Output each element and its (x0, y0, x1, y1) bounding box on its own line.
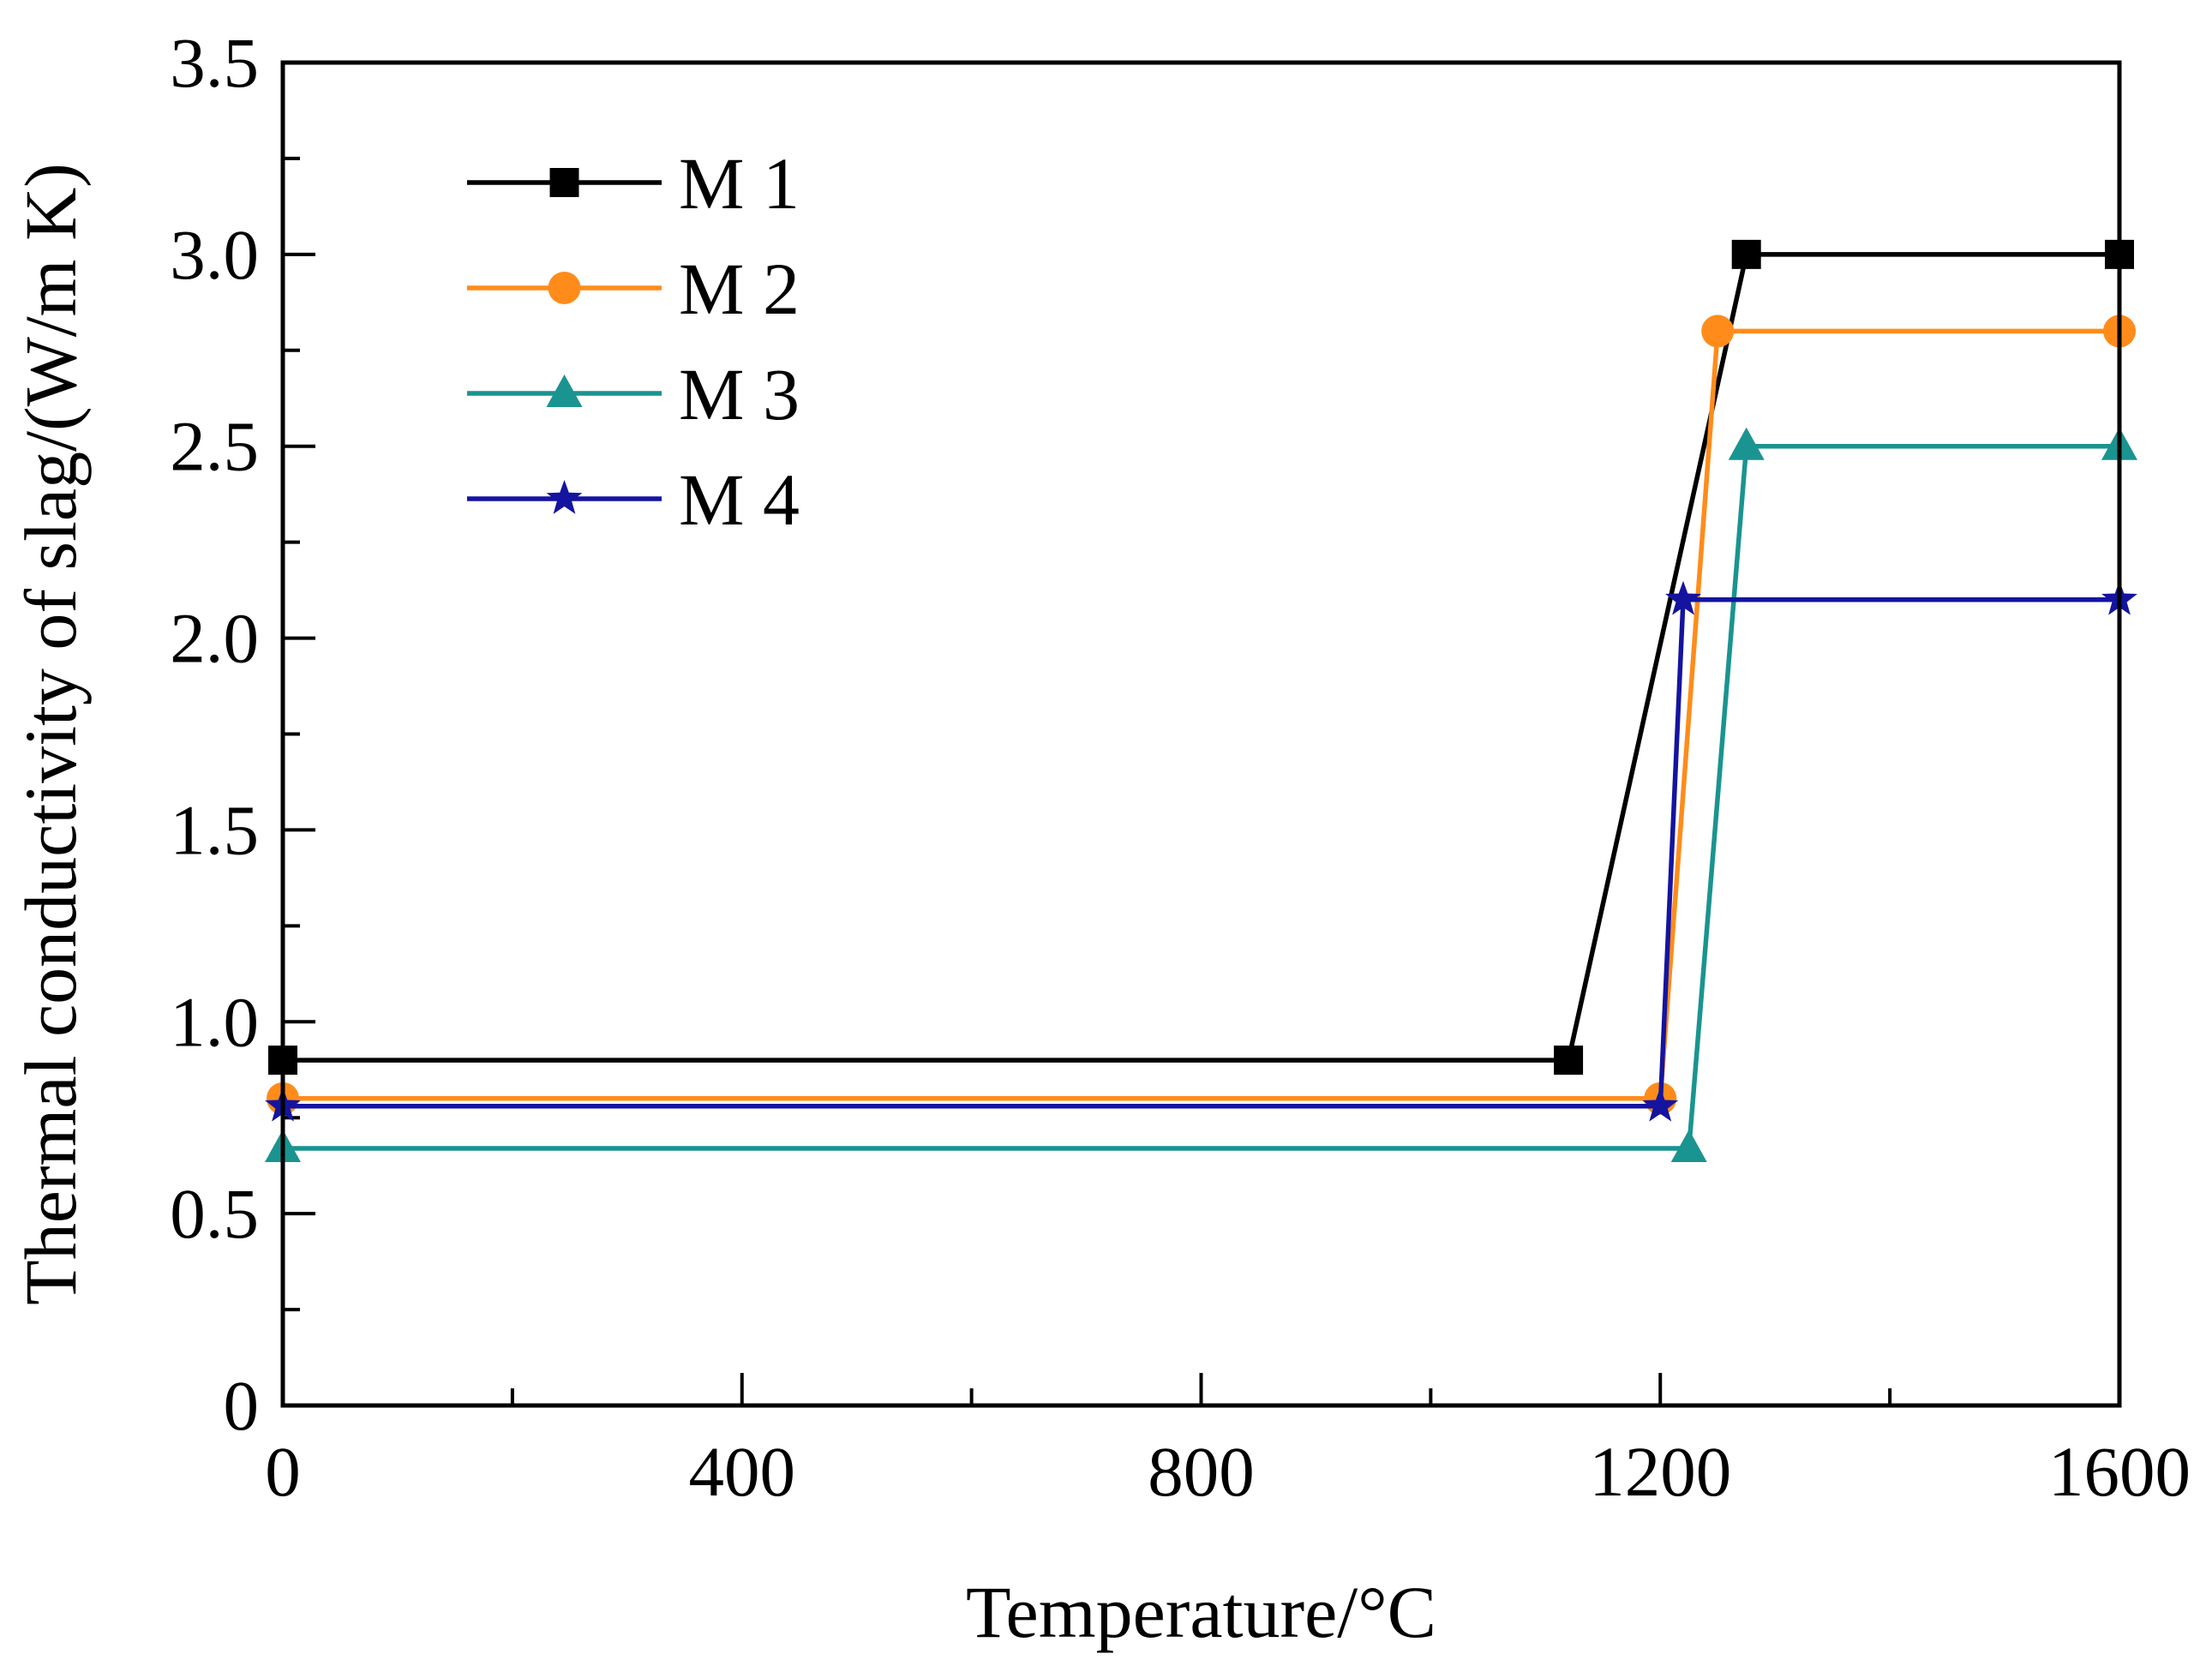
legend-label: M 2 (679, 248, 800, 330)
series-line (283, 252, 2119, 1063)
legend-label: M 1 (679, 142, 800, 225)
data-point (1731, 239, 1761, 269)
data-point (1665, 580, 1701, 615)
y-tick-label: 0.5 (170, 1174, 259, 1253)
series-line (283, 328, 2119, 1101)
y-axis-title: Thermal conductivity of slag/(W/m K) (9, 163, 92, 1305)
legend-marker (549, 168, 579, 197)
legend-item: M 3 (467, 353, 800, 435)
data-point (1728, 427, 1765, 460)
x-tick-label: 1200 (1589, 1432, 1731, 1511)
legend-marker (546, 375, 583, 407)
legend: M 1 M 2 M 3 M 4 (467, 142, 800, 541)
x-tick-label: 400 (689, 1432, 796, 1511)
y-tick-label: 3.5 (170, 23, 259, 102)
x-tick-label: 800 (1148, 1432, 1255, 1511)
x-tick-label: 1600 (2048, 1432, 2191, 1511)
legend-item: M 1 (467, 142, 800, 225)
y-tick-label: 2.5 (170, 407, 259, 486)
legend-label: M 3 (679, 353, 800, 435)
tick-labels: 0 400 800 1200 1600 0 0.5 1.0 1.5 2.0 2.5 3.0 3.5 (170, 23, 2191, 1511)
data-point (1670, 1130, 1707, 1163)
y-tick-label: 3.0 (170, 215, 259, 294)
legend-item: M 2 (467, 248, 800, 330)
data-point (1642, 1087, 1679, 1122)
legend-item: M 4 (467, 458, 800, 541)
legend-label: M 4 (679, 458, 800, 541)
data-point (1554, 1046, 1584, 1076)
y-tick-label: 1.0 (170, 982, 259, 1061)
y-tick-label: 2.0 (170, 599, 259, 678)
y-tick-label: 0 (224, 1366, 260, 1445)
plot-frame (280, 60, 2122, 1408)
legend-marker (548, 272, 581, 304)
x-axis-title: Temperature/°C (966, 1571, 1436, 1653)
data-point (1701, 315, 1735, 348)
series-line (283, 597, 2119, 1109)
y-tick-label: 1.5 (170, 790, 259, 869)
x-tick-label: 0 (265, 1432, 301, 1511)
series-layer (265, 239, 2137, 1163)
series-line (283, 443, 2119, 1151)
legend-marker (546, 480, 583, 514)
